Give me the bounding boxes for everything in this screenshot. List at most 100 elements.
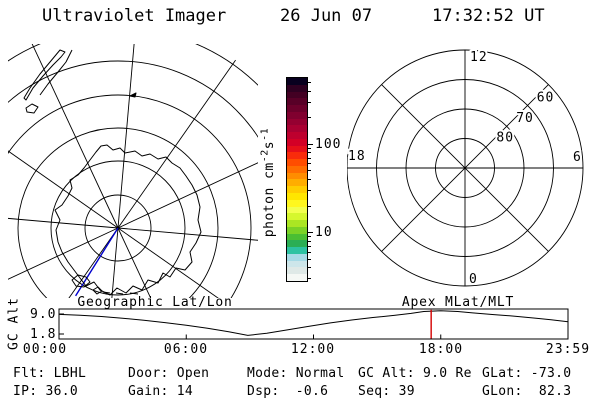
- unit-exp-1: -2: [259, 149, 271, 163]
- colorbar-step: [287, 159, 307, 166]
- xtick-0000: 00:00: [22, 342, 68, 357]
- mlt-label-12: 12: [470, 50, 488, 65]
- altitude-timeline-plot: [58, 308, 569, 340]
- colorbar-step: [287, 253, 307, 261]
- colorbar-tick-marks: [307, 77, 317, 280]
- ytick-9: 9.0: [30, 307, 57, 322]
- ytick-1-8: 1.8: [30, 327, 57, 342]
- colorbar-step: [287, 199, 307, 207]
- colorbar-step: [287, 274, 307, 281]
- colorbar-step: [287, 172, 307, 180]
- coastline-island-a: [71, 274, 91, 288]
- meridian-line: [117, 227, 152, 298]
- status-glon: GLon: 82.3: [482, 384, 572, 399]
- colorbar-minor-tick: [307, 240, 311, 242]
- status-mode: Mode: Normal: [247, 366, 345, 381]
- latitude-circle: [84, 194, 152, 262]
- colorbar-tick-label-10: 10: [315, 225, 333, 240]
- colorbar-minor-tick: [307, 278, 311, 280]
- colorbar-major-tick: [307, 232, 313, 234]
- coastline-south-america-coast: [23, 49, 66, 101]
- xtick-0600: 06:00: [163, 342, 209, 357]
- coastline-south-america-coast-2: [39, 49, 73, 96]
- colorbar-step: [287, 267, 307, 275]
- colorbar: [286, 77, 308, 282]
- colorbar-step: [287, 152, 307, 160]
- apex-plot-caption: Apex MLat/MLT: [401, 295, 515, 310]
- mlat-ring-label-80: 80: [496, 131, 514, 146]
- mlt-label-6: 6: [573, 150, 582, 165]
- xtick-1200: 12:00: [290, 342, 336, 357]
- colorbar-minor-tick: [307, 147, 311, 149]
- unit-base-2: s: [261, 140, 277, 150]
- latitude-circle: [50, 160, 186, 296]
- latitude-circle: [17, 127, 219, 298]
- colorbar-minor-tick: [307, 245, 311, 247]
- colorbar-step: [287, 247, 307, 254]
- colorbar-step: [287, 138, 307, 146]
- latitude-circle: [8, 60, 258, 138]
- colorbar-step: [287, 98, 307, 106]
- status-door: Door: Open: [128, 366, 210, 381]
- colorbar-minor-tick: [307, 258, 311, 260]
- xtick-2359: 23:59: [545, 342, 591, 357]
- timeline-y-axis-label: GC Alt: [6, 297, 22, 350]
- coastline-island-b: [92, 286, 103, 295]
- status-glat: GLat: -73.0: [482, 366, 572, 381]
- status-seq: Seq: 39: [358, 384, 415, 399]
- colorbar-minor-tick: [307, 205, 311, 207]
- spacecraft-meridian-line: [75, 227, 119, 297]
- colorbar-step: [287, 233, 307, 241]
- mlat-ring-label-70: 70: [516, 111, 534, 126]
- colorbar-step: [287, 240, 307, 248]
- colorbar-step: [287, 111, 307, 119]
- time-label: 17:32:52 UT: [432, 6, 545, 26]
- colorbar-minor-tick: [307, 189, 311, 191]
- colorbar-step: [287, 145, 307, 153]
- status-dsp: Dsp: -0.6: [247, 384, 329, 399]
- unit-base-1: photon cm: [261, 162, 277, 238]
- colorbar-step: [287, 132, 307, 139]
- meridian-line: [117, 227, 219, 298]
- colorbar-minor-tick: [307, 157, 311, 159]
- colorbar-step: [287, 84, 307, 92]
- geographic-polar-plot: [8, 44, 258, 298]
- colorbar-step: [287, 226, 307, 234]
- colorbar-minor-tick: [307, 178, 311, 180]
- status-gcalt: GC Alt: 9.0 Re: [358, 366, 472, 381]
- date-label: 26 Jun 07: [280, 6, 373, 26]
- meridian-line: [31, 44, 119, 229]
- colorbar-step: [287, 125, 307, 133]
- colorbar-minor-tick: [307, 251, 311, 253]
- status-flt: Flt: LBHL: [13, 366, 87, 381]
- mlat-ring-label-60: 60: [537, 90, 555, 105]
- meridian-line: [117, 59, 236, 229]
- unit-exp-2: -1: [259, 127, 271, 141]
- colorbar-minor-tick: [307, 82, 311, 84]
- colorbar-step: [287, 206, 307, 214]
- meridian-line: [117, 162, 258, 229]
- colorbar-tick-label-100: 100: [315, 137, 342, 152]
- meridian-line: [111, 227, 119, 298]
- colorbar-minor-tick: [307, 267, 311, 269]
- coastline-coast-dash-3: [129, 292, 139, 295]
- latitude-circle: [8, 94, 252, 298]
- coastline-coast-dash-2: [115, 292, 124, 295]
- colorbar-minor-tick: [307, 101, 311, 103]
- colorbar-unit-label: photon cm-2s-1: [260, 103, 277, 263]
- coastline-coast-dash-1: [102, 291, 111, 294]
- altitude-curve: [58, 310, 569, 336]
- colorbar-step: [287, 220, 307, 227]
- colorbar-minor-tick: [307, 152, 311, 154]
- colorbar-step: [287, 260, 307, 268]
- coastline-islet: [129, 92, 137, 98]
- colorbar-minor-tick: [307, 117, 311, 119]
- coastline-tierra-del-fuego: [25, 103, 39, 114]
- status-gain: Gain: 14: [128, 384, 194, 399]
- xtick-1800: 18:00: [418, 342, 464, 357]
- colorbar-step: [287, 78, 307, 85]
- meridian-line: [8, 150, 119, 229]
- meridian-line: [8, 227, 119, 280]
- colorbar-step: [287, 105, 307, 112]
